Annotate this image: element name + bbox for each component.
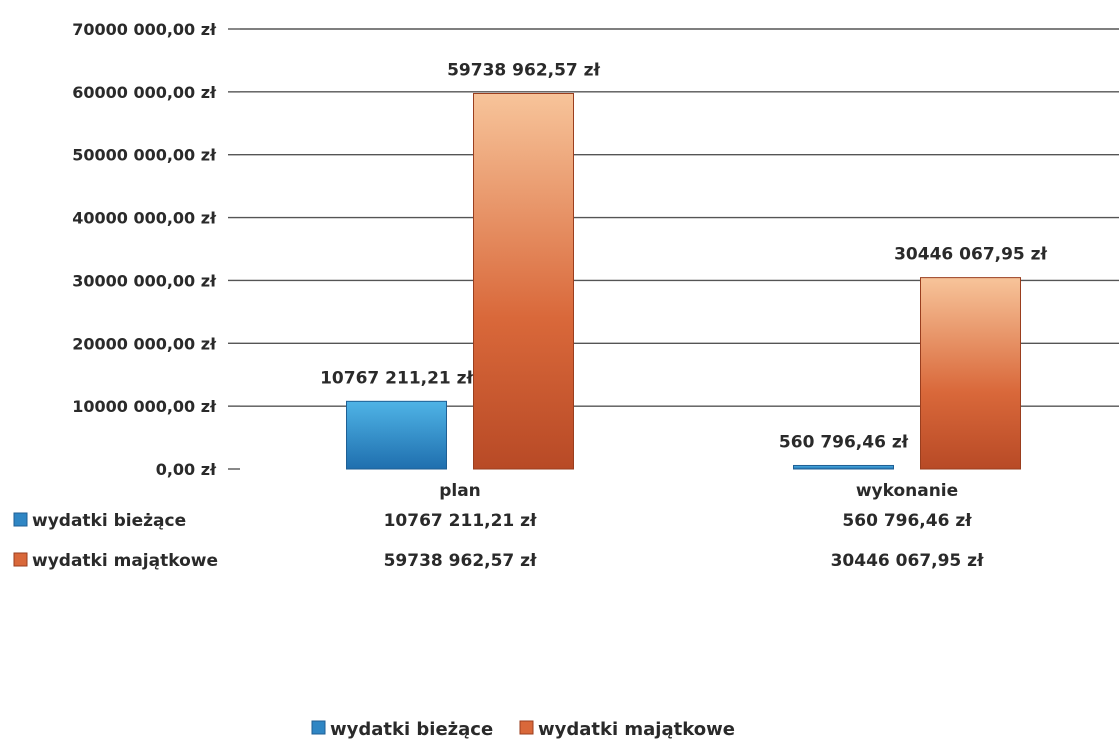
legend-label: wydatki majątkowe — [538, 719, 735, 740]
y-tick-label: 30000 000,00 zł — [72, 271, 217, 290]
data-label: 560 796,46 zł — [779, 432, 909, 452]
table-legend-swatch — [13, 512, 28, 527]
y-tick-label: 60000 000,00 zł — [72, 83, 217, 102]
data-labels: 10767 211,21 zł 560 796,46 zł 59738 962,57… — [320, 60, 1047, 452]
table-series-name: wydatki majątkowe — [32, 551, 218, 571]
bar-wydatki-biezace-plan — [346, 400, 447, 470]
bar-wydatki-majatkowe-plan — [473, 92, 574, 470]
bar-wydatki-majatkowe-wykonanie — [920, 277, 1021, 470]
table-cell: 560 796,46 zł — [842, 511, 972, 531]
legend-swatch — [519, 720, 534, 735]
legend-swatch — [311, 720, 326, 735]
category-label: plan — [439, 481, 481, 501]
table-cell: 59738 962,57 zł — [384, 551, 537, 571]
table-series-name: wydatki bieżące — [32, 511, 186, 531]
table-cell: 10767 211,21 zł — [384, 511, 537, 531]
legend-label: wydatki bieżące — [330, 719, 493, 740]
category-labels: plan wykonanie — [439, 481, 958, 501]
data-label: 30446 067,95 zł — [894, 245, 1047, 265]
data-table: wydatki bieżące 10767 211,21 zł 560 796,46… — [13, 511, 984, 571]
y-tick-label: 20000 000,00 zł — [72, 334, 217, 353]
y-tick-label: 40000 000,00 zł — [72, 209, 217, 228]
data-label: 10767 211,21 zł — [320, 368, 473, 388]
gridlines — [228, 28, 1119, 470]
category-label: wykonanie — [856, 481, 958, 501]
y-tick-label: 10000 000,00 zł — [72, 397, 217, 416]
y-tick-label: 70000 000,00 zł — [72, 20, 217, 39]
table-legend-swatch — [13, 552, 28, 567]
bars — [346, 92, 1021, 470]
y-axis-ticks: 0,00 zł 10000 000,00 zł 20000 000,00 zł 300… — [72, 20, 217, 479]
y-tick-label: 50000 000,00 zł — [72, 146, 217, 165]
data-label: 59738 962,57 zł — [447, 60, 600, 80]
bar-wydatki-biezace-wykonanie — [793, 464, 894, 470]
y-tick-label: 0,00 zł — [156, 460, 217, 479]
legend: wydatki bieżące wydatki majątkowe — [311, 719, 735, 740]
table-cell: 30446 067,95 zł — [831, 551, 984, 571]
